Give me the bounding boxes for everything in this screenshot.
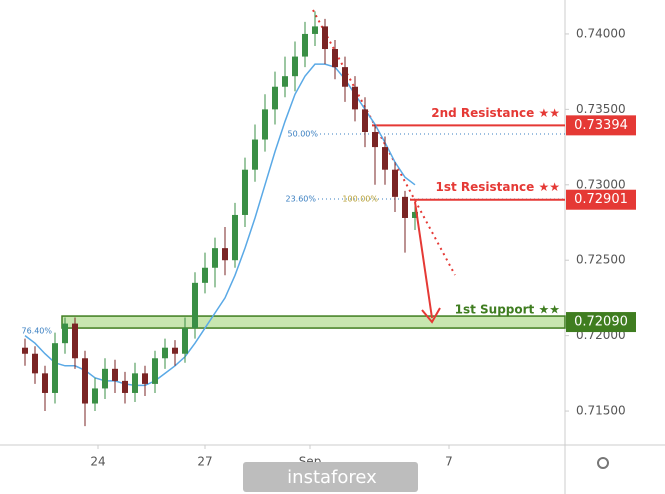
level-name: 2nd Resistance ★★ [431, 106, 560, 120]
level-name: 1st Support ★★ [455, 303, 560, 317]
candle-body [372, 131, 378, 148]
candle-body [312, 26, 318, 34]
arrow [414, 201, 433, 319]
candle-body [212, 248, 218, 268]
candle-body [112, 368, 118, 381]
candle-body [412, 211, 418, 218]
price-tag [566, 312, 636, 333]
candle-body [222, 248, 228, 261]
y-tick-label: 0.74000 [576, 26, 626, 40]
candle-body [402, 196, 408, 218]
candle-body [22, 347, 28, 354]
candle-body [82, 358, 88, 404]
candle-body [132, 373, 138, 393]
candle-body [292, 56, 298, 77]
candle-body [32, 353, 38, 374]
candle-body [162, 347, 168, 359]
candle-body [142, 373, 148, 384]
price-tag-label: 0.72090 [574, 315, 628, 330]
candle-body [252, 139, 258, 170]
fib-label: 23.60% [285, 194, 316, 203]
gear[interactable] [597, 457, 609, 469]
settings-icon[interactable] [597, 457, 609, 469]
candle-body [102, 368, 108, 389]
candle-body [242, 169, 248, 215]
candle-body [62, 323, 68, 344]
candle-body [122, 380, 128, 393]
price-tag [566, 115, 636, 136]
support-zone [61, 315, 566, 329]
candle-body [332, 49, 338, 68]
y-tick-label: 0.72500 [576, 253, 626, 267]
watermark: instaforex [287, 467, 377, 488]
candle-body [382, 147, 388, 170]
y-tick-label: 0.73500 [576, 102, 626, 116]
candle-body [202, 267, 208, 283]
arrow-head [421, 307, 441, 324]
level-name: 1st Resistance ★★ [435, 180, 560, 194]
fib-label: 76.40% [21, 327, 52, 336]
candle-body [262, 109, 268, 140]
watermark-box [243, 462, 418, 492]
candle-body [42, 373, 48, 393]
price-tag [566, 189, 636, 210]
candle-body [182, 328, 188, 354]
candle-body [92, 388, 98, 404]
candle-body [392, 169, 398, 197]
moving-average [24, 63, 416, 387]
candle-body [52, 343, 58, 393]
candle-body [72, 323, 78, 359]
fib-label: 100.00% [342, 194, 378, 203]
candle-body [352, 86, 358, 110]
y-tick-label: 0.71500 [576, 404, 626, 418]
price-tag-label: 0.73394 [574, 118, 628, 133]
candle-body [232, 214, 238, 261]
candle-body [302, 33, 308, 57]
x-tick-label: 7 [445, 455, 453, 469]
y-tick-label: 0.73000 [576, 177, 626, 191]
candle-body [282, 76, 288, 87]
candle-body [152, 358, 158, 384]
price-tag-label: 0.72901 [574, 192, 628, 207]
candle-body [172, 347, 178, 354]
trend-line [312, 9, 456, 276]
x-tick-label: 27 [197, 455, 212, 469]
candle-body [192, 282, 198, 329]
candle-body [342, 67, 348, 87]
candle-body [272, 86, 278, 110]
candle-body [362, 109, 368, 132]
x-tick-label: 24 [90, 455, 105, 469]
candle-body [322, 26, 328, 50]
fib-label: 50.00% [287, 129, 318, 138]
